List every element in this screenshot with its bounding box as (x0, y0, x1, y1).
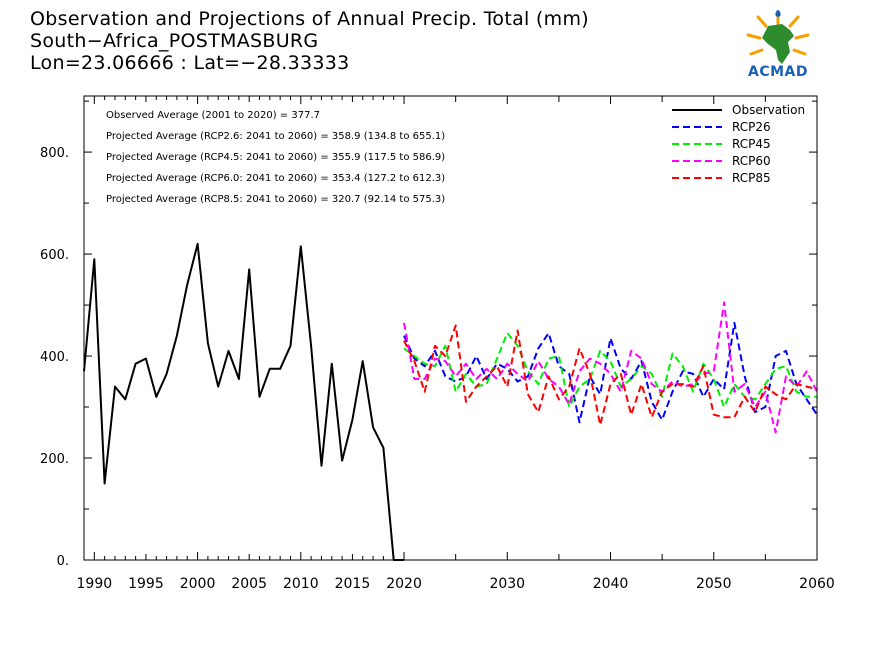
plot-frame (83, 95, 818, 561)
x-tick-label: 1995 (128, 576, 164, 592)
x-tick-label: 2015 (335, 576, 371, 592)
legend-label-rcp85: RCP85 (732, 171, 771, 185)
x-tick-label: 2040 (593, 576, 629, 592)
x-tick-label: 2060 (799, 576, 835, 592)
chart-location: South−Africa_POSTMASBURG (30, 30, 319, 52)
acmad-logo: ACMAD (738, 8, 818, 84)
x-tick-label: 1990 (77, 576, 113, 592)
legend-label-observation: Observation (732, 103, 805, 117)
y-tick-label: 600. (40, 248, 69, 263)
legend-label-rcp26: RCP26 (732, 120, 771, 134)
series-line-rcp85 (403, 324, 818, 426)
africa-map-logo-icon (746, 10, 810, 64)
annotation-text: Projected Average (RCP8.5: 2041 to 2060)… (106, 194, 445, 205)
series-line-observation (83, 242, 404, 561)
annotation-text: Projected Average (RCP2.6: 2041 to 2060)… (106, 131, 445, 142)
acmad-logo-text: ACMAD (748, 64, 808, 80)
y-tick-label: 0. (57, 554, 69, 569)
y-tick-label: 800. (40, 146, 69, 161)
x-tick-label: 2005 (231, 576, 267, 592)
annotation-text: Projected Average (RCP6.0: 2041 to 2060)… (106, 173, 445, 184)
x-tick-label: 2050 (696, 576, 732, 592)
x-tick-label: 2000 (180, 576, 216, 592)
series-line-rcp45 (403, 332, 817, 408)
series-line-rcp26 (403, 321, 818, 424)
legend-label-rcp60: RCP60 (732, 154, 771, 168)
x-tick-label: 2030 (489, 576, 525, 592)
x-tick-label: 2010 (283, 576, 319, 592)
y-tick-label: 400. (40, 350, 69, 365)
legend-label-rcp45: RCP45 (732, 137, 771, 151)
series-line-rcp60 (403, 301, 818, 434)
chart-coordinates: Lon=23.06666 : Lat=−28.33333 (30, 52, 350, 74)
annotation-text: Observed Average (2001 to 2020) = 377.7 (106, 110, 320, 121)
x-tick-label: 2020 (386, 576, 422, 592)
chart-title: Observation and Projections of Annual Pr… (30, 8, 589, 30)
chart-title-block: Observation and Projections of Annual Pr… (30, 8, 589, 74)
annotation-text: Projected Average (RCP4.5: 2041 to 2060)… (106, 152, 445, 163)
y-tick-label: 200. (40, 452, 69, 467)
